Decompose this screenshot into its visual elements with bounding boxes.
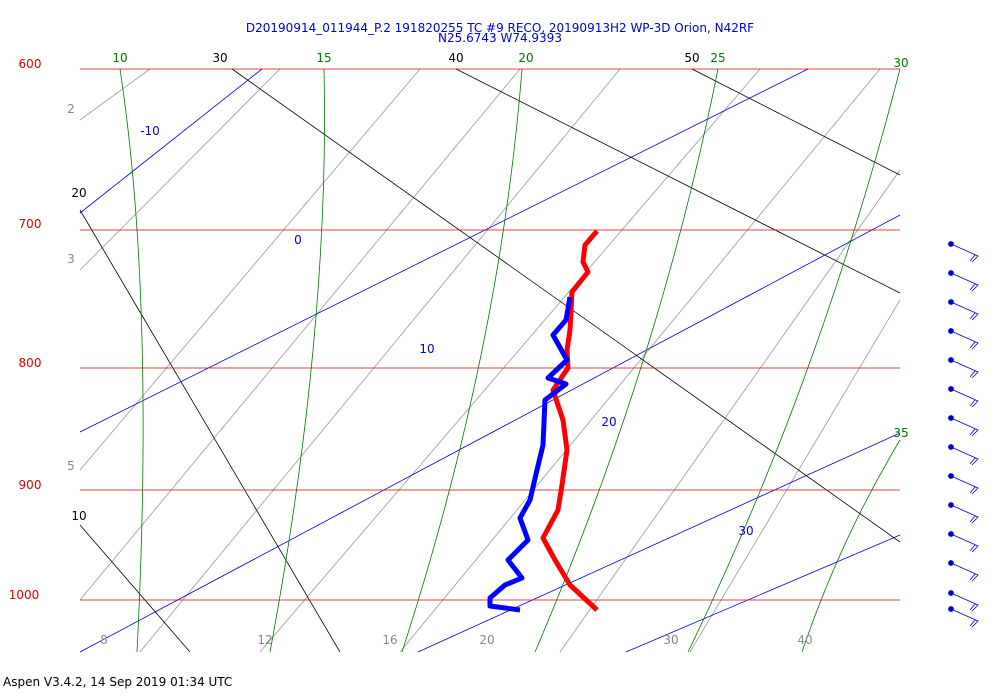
bottom-label: 12 <box>257 633 272 647</box>
title: D20190914_011944_P.2 191820255 TC #9 REC… <box>246 21 754 35</box>
dewpoint-profile <box>487 296 573 613</box>
pressure-label: 900 <box>19 478 42 492</box>
theta-label: 10 <box>71 509 86 523</box>
wind-barb <box>950 272 979 292</box>
mixing-label: 5 <box>67 459 75 473</box>
wind-barb <box>950 608 979 628</box>
moist-label: 25 <box>710 51 725 65</box>
wind-barb <box>950 475 979 495</box>
wind-barb <box>950 417 979 437</box>
temperature-label: 0 <box>294 233 302 247</box>
wind-barb <box>950 243 979 263</box>
wind-barb <box>950 388 979 408</box>
bottom-label: 40 <box>797 633 812 647</box>
moist-label: 20 <box>518 51 533 65</box>
wind-barbs <box>948 241 979 628</box>
temperature-label: -10 <box>140 124 160 138</box>
temperature-profile <box>540 229 599 612</box>
wind-barb <box>950 504 979 524</box>
mixing-lines <box>79 68 901 653</box>
mixing-label: 3 <box>67 252 75 266</box>
wind-barb <box>950 562 979 582</box>
bottom-label: 20 <box>479 633 494 647</box>
pressure-label: 1000 <box>9 588 40 602</box>
isobars <box>80 68 900 601</box>
theta-label: 20 <box>71 186 86 200</box>
wind-barb <box>950 446 979 466</box>
theta-label: 50 <box>684 51 699 65</box>
moist-label: 10 <box>112 51 127 65</box>
moist-label: 35 <box>893 426 908 440</box>
mixing-label: 2 <box>67 102 75 116</box>
theta-label: 30 <box>212 51 227 65</box>
subtitle: N25.6743 W74.9393 <box>438 31 562 45</box>
wind-barb <box>950 533 979 553</box>
dry-adiabats <box>79 68 901 653</box>
pressure-label: 600 <box>19 57 42 71</box>
bottom-label: 30 <box>663 633 678 647</box>
temperature-label: 10 <box>419 342 434 356</box>
theta-label: 40 <box>448 51 463 65</box>
bottom-label: 16 <box>382 633 397 647</box>
wind-barb <box>950 330 979 350</box>
moist-label: 15 <box>316 51 331 65</box>
pressure-label: 800 <box>19 356 42 370</box>
pressure-label: 700 <box>19 217 42 231</box>
moist-label: 30 <box>893 56 908 70</box>
footer: Aspen V3.4.2, 14 Sep 2019 01:34 UTC <box>3 675 232 689</box>
bottom-label: 8 <box>100 633 108 647</box>
wind-barb <box>950 301 979 321</box>
temperature-label: 20 <box>601 415 616 429</box>
moist-adiabats <box>119 68 901 653</box>
isotherms <box>79 68 901 653</box>
wind-barb <box>950 592 979 612</box>
wind-barb <box>950 359 979 379</box>
temperature-label: 30 <box>738 524 753 538</box>
